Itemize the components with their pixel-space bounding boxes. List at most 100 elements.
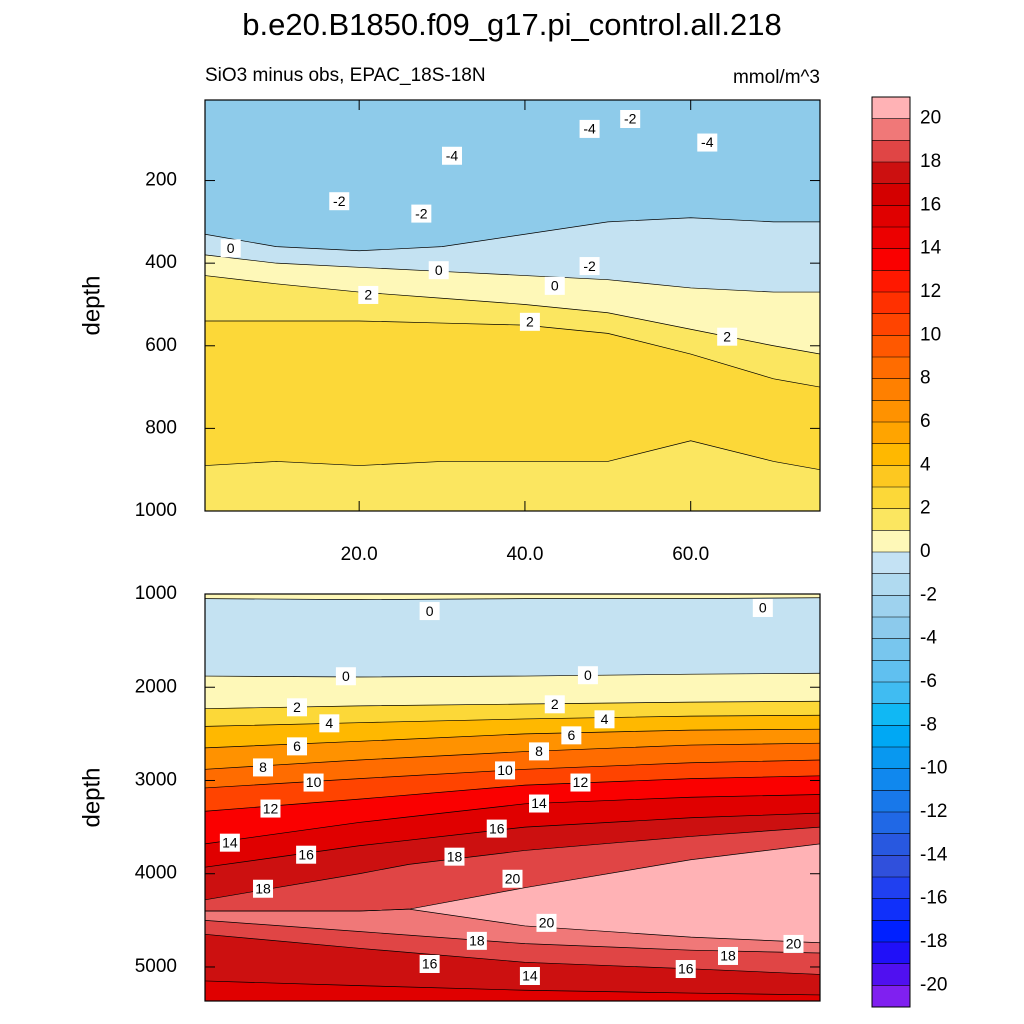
units: mmol/m^3 bbox=[733, 67, 820, 88]
y-tick-label: 3000 bbox=[135, 769, 177, 790]
contour-label: 0 bbox=[759, 600, 767, 616]
contour-label: -4 bbox=[446, 147, 459, 163]
contour-label-box bbox=[287, 698, 308, 717]
contour-label: 12 bbox=[263, 800, 279, 816]
y-tick-label: 1000 bbox=[135, 500, 177, 521]
contour-line bbox=[205, 714, 820, 727]
contour-label-box bbox=[419, 602, 440, 621]
subtitle: SiO3 minus obs, EPAC_18S-18N bbox=[205, 65, 486, 86]
contour-label: 12 bbox=[573, 774, 589, 790]
y-tick-label: 600 bbox=[145, 335, 177, 356]
contour-label: 16 bbox=[298, 846, 314, 862]
colorbar-box bbox=[872, 140, 910, 162]
contour-label: -2 bbox=[583, 258, 596, 274]
colorbar-box bbox=[872, 595, 910, 617]
contour-label-box bbox=[579, 257, 600, 276]
contour-label: 6 bbox=[293, 738, 301, 754]
colorbar-label: -14 bbox=[920, 844, 948, 865]
y-tick-label: 4000 bbox=[135, 863, 177, 884]
plot-area: -4 -2 -4 -4 -2 -2 0 0 -2 0 2 2 2 bbox=[205, 100, 820, 511]
colorbar-box bbox=[872, 855, 910, 877]
contour-label-box bbox=[579, 119, 600, 138]
contour-label-box bbox=[519, 312, 540, 331]
contour-label: -2 bbox=[333, 193, 346, 209]
y-tick-label: 800 bbox=[145, 417, 177, 438]
contour-label-box bbox=[466, 931, 487, 950]
colorbar-label: 12 bbox=[920, 281, 941, 302]
colorbar-box bbox=[872, 465, 910, 487]
colorbar-label: -18 bbox=[920, 931, 947, 952]
y-tick-label: 2000 bbox=[135, 676, 177, 697]
contour-label: 6 bbox=[567, 727, 575, 743]
contour-label: 10 bbox=[306, 774, 322, 790]
contour-label: 2 bbox=[293, 699, 301, 715]
contour-label-box bbox=[441, 146, 462, 165]
colorbar-box bbox=[872, 768, 910, 791]
y-tick-label: 200 bbox=[145, 170, 177, 191]
colorbar-box bbox=[872, 790, 910, 812]
contour-label-box bbox=[303, 773, 324, 792]
colorbar-label: 8 bbox=[920, 368, 931, 389]
contour-line bbox=[205, 440, 820, 471]
contour-line bbox=[205, 275, 820, 355]
contour-label: -2 bbox=[415, 205, 428, 221]
colorbar-box bbox=[872, 573, 910, 596]
colorbar-box bbox=[872, 963, 910, 986]
colorbar-box bbox=[872, 682, 910, 704]
contour-label-box bbox=[253, 758, 274, 777]
contour-label-box bbox=[752, 598, 773, 617]
colorbar-frame bbox=[871, 96, 911, 1008]
contour-label-box bbox=[529, 742, 550, 761]
contour-line bbox=[205, 254, 820, 293]
colorbar-box bbox=[872, 833, 910, 856]
colorbar-box bbox=[872, 292, 910, 314]
contour-label-box bbox=[486, 819, 507, 838]
y-tick-label: 1000 bbox=[135, 583, 177, 604]
contour-label-box bbox=[220, 239, 241, 258]
contour-label: 20 bbox=[539, 915, 555, 931]
colorbar-label: -4 bbox=[920, 628, 937, 649]
colorbar-box bbox=[872, 162, 910, 184]
contour-label-box bbox=[561, 726, 582, 745]
colorbar-box bbox=[872, 335, 910, 357]
colorbar-label: 0 bbox=[920, 541, 931, 562]
colorbar-label: -20 bbox=[920, 974, 947, 995]
contour-label-box bbox=[335, 667, 356, 686]
colorbar-label: 4 bbox=[920, 454, 931, 475]
contour-label: 4 bbox=[601, 711, 609, 727]
contour-line bbox=[205, 794, 820, 845]
colorbar-box bbox=[872, 313, 910, 336]
contour-label: 2 bbox=[551, 696, 559, 712]
x-tick-label: 20.0 bbox=[341, 544, 378, 565]
colorbar-label: 14 bbox=[920, 238, 942, 259]
contour-label: 18 bbox=[447, 848, 463, 864]
contour-line bbox=[205, 217, 820, 252]
colorbar-label: -2 bbox=[920, 584, 937, 605]
contour-label: 18 bbox=[255, 880, 271, 896]
contour-label: 0 bbox=[426, 603, 434, 619]
colorbar-box bbox=[872, 487, 910, 509]
colorbar-box bbox=[872, 205, 910, 227]
contour-label: 20 bbox=[505, 870, 521, 886]
colorbar-box bbox=[872, 378, 910, 401]
colorbar-box bbox=[872, 942, 910, 964]
contour-label: 0 bbox=[342, 668, 350, 684]
contour-label-box bbox=[570, 773, 591, 792]
contour-label-box bbox=[783, 934, 804, 953]
contour-label-box bbox=[544, 276, 565, 295]
colorbar-box bbox=[872, 725, 910, 747]
contour-label: -4 bbox=[701, 134, 714, 150]
contour-label-box bbox=[358, 285, 379, 304]
colorbar-label: 18 bbox=[920, 151, 941, 172]
contour-label-box bbox=[717, 327, 738, 346]
colorbar-box bbox=[872, 422, 910, 444]
contour-label-box bbox=[329, 192, 350, 211]
contour-label-box bbox=[287, 737, 308, 756]
colorbar-box bbox=[872, 703, 910, 726]
contour-label-box bbox=[411, 204, 432, 223]
contour-label-box bbox=[594, 710, 615, 729]
colorbar-box bbox=[872, 920, 910, 942]
colorbar-box bbox=[872, 617, 910, 639]
contour-label: 16 bbox=[678, 961, 694, 977]
